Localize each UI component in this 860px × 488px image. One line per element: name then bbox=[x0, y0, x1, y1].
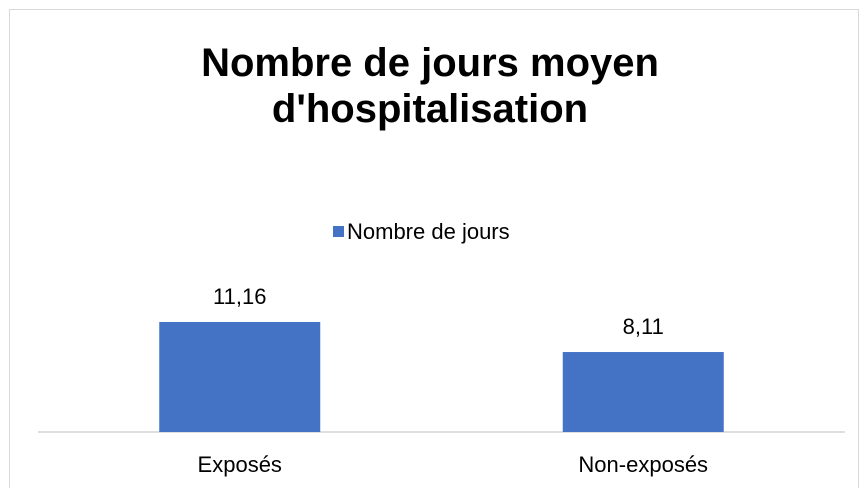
bar bbox=[159, 321, 321, 432]
data-label: 8,11 bbox=[623, 314, 664, 339]
bar bbox=[562, 352, 724, 432]
legend-label: Nombre de jours bbox=[347, 219, 510, 244]
chart-title: Nombre de jours moyen d'hospitalisation bbox=[201, 41, 659, 131]
legend-swatch bbox=[333, 226, 344, 237]
data-label: 11,16 bbox=[213, 284, 266, 309]
x-tick-label: Non-exposés bbox=[578, 452, 708, 477]
chart-border bbox=[9, 9, 859, 488]
x-tick-label: Exposés bbox=[198, 452, 282, 477]
